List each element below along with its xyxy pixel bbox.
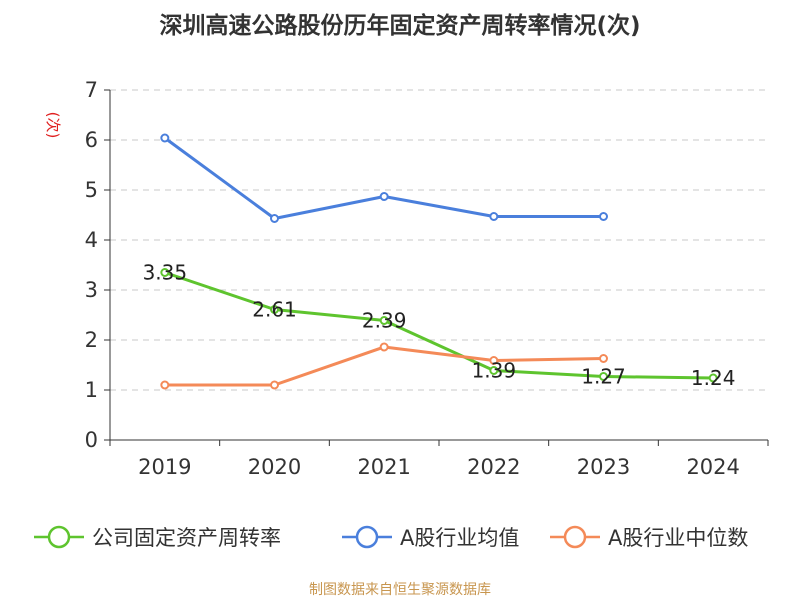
y-axis-unit-label: (次) [44,112,62,139]
series-lines [160,133,718,390]
data-label: 2.61 [252,298,297,322]
data-label: 3.35 [143,261,188,285]
x-tick-label: 2024 [686,455,739,479]
data-labels: 3.35 2.61 2.39 1.39 1.27 1.24 [143,261,736,391]
legend-label: A股行业均值 [400,526,519,550]
y-tick-label: 0 [85,428,98,452]
series-point [270,305,279,314]
series-line [164,345,604,387]
series-point [489,212,499,221]
x-tick-label: 2020 [248,455,301,479]
legend-label: A股行业中位数 [608,526,748,550]
series-point [160,133,170,143]
series-point [708,373,718,383]
x-tick-label: 2022 [467,455,520,479]
legend-marker [563,525,587,549]
y-tick-label: 2 [85,328,98,352]
series-point [599,354,608,363]
series-point [270,214,279,223]
legend-item[interactable]: A股行业均值 [342,525,519,550]
x-tick-label: 2023 [577,455,630,479]
data-label: 1.24 [691,366,736,390]
series-point [599,372,608,381]
y-tick-label: 5 [85,178,98,202]
series-line [164,271,714,380]
legend-marker [47,525,71,549]
data-label: 1.27 [581,365,626,389]
legend-label: 公司固定资产周转率 [92,526,281,550]
legend[interactable]: 公司固定资产周转率 A股行业均值 A股行业中位数 [34,525,748,550]
x-tick-label: 2019 [138,455,191,479]
series-point [489,356,499,365]
y-tick-label: 4 [85,228,98,252]
y-tick-label: 1 [85,378,98,402]
series-point [160,268,170,277]
data-label: 2.39 [362,309,407,333]
legend-item[interactable]: A股行业中位数 [550,525,748,550]
series-point [379,192,389,201]
series-point [270,380,279,390]
x-tick-label: 2021 [357,455,410,479]
series-point [379,316,389,325]
data-label: 1.39 [472,359,517,383]
legend-item[interactable]: 公司固定资产周转率 [34,525,281,550]
legend-marker [355,525,379,549]
source-note: 制图数据来自恒生聚源数据库 [309,582,491,598]
series-point [489,366,499,375]
axes: 0 1 2 3 4 5 6 7 2019 2020 2021 2022 2023 2024 (次) [44,78,769,479]
series-line [163,136,604,220]
chart-title: 深圳高速公路股份历年固定资产周转率情况(次) [159,13,641,39]
y-tick-label: 3 [85,278,98,302]
series-point [160,380,170,390]
y-tick-label: 6 [85,128,98,152]
series-point [379,342,389,352]
series-point [599,212,608,221]
y-tick-label: 7 [85,78,98,102]
